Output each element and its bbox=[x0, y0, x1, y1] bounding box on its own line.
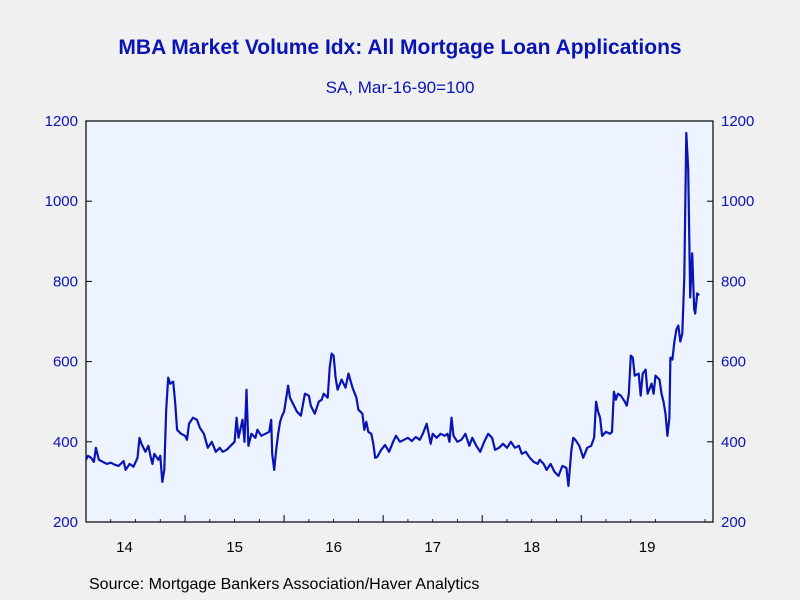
left-y-axis: 200 400 600 800 1000 1200 bbox=[45, 113, 92, 531]
y-tick-label-right: 200 bbox=[721, 514, 746, 531]
y-tick-label-left: 400 bbox=[53, 434, 78, 451]
y-tick-label-right: 1200 bbox=[721, 113, 754, 130]
y-tick-label-right: 800 bbox=[721, 273, 746, 290]
y-tick-label-left: 800 bbox=[53, 273, 78, 290]
y-tick-label-right: 400 bbox=[721, 434, 746, 451]
y-tick-label-left: 200 bbox=[53, 514, 78, 531]
x-tick-label: 18 bbox=[523, 539, 540, 556]
x-tick-label: 15 bbox=[226, 539, 243, 556]
y-tick-label-left: 600 bbox=[53, 354, 78, 371]
x-tick-label: 16 bbox=[325, 539, 342, 556]
chart-subtitle: SA, Mar-16-90=100 bbox=[325, 78, 475, 97]
x-tick-label: 17 bbox=[424, 539, 441, 556]
x-tick-label: 14 bbox=[116, 539, 133, 556]
y-tick-label-left: 1200 bbox=[45, 113, 78, 130]
x-tick-label: 19 bbox=[639, 539, 656, 556]
y-tick-label-right: 1000 bbox=[721, 193, 754, 210]
right-y-axis: 200 400 600 800 1000 1200 bbox=[707, 113, 754, 531]
x-axis: 14 15 16 17 18 19 bbox=[110, 515, 706, 556]
plot-area bbox=[85, 120, 714, 523]
chart-title: MBA Market Volume Idx: All Mortgage Loan… bbox=[118, 36, 682, 59]
y-tick-label-right: 600 bbox=[721, 354, 746, 371]
source-note: Source: Mortgage Bankers Association/Hav… bbox=[89, 576, 480, 593]
y-tick-label-left: 1000 bbox=[45, 193, 78, 210]
series-line bbox=[85, 131, 700, 487]
